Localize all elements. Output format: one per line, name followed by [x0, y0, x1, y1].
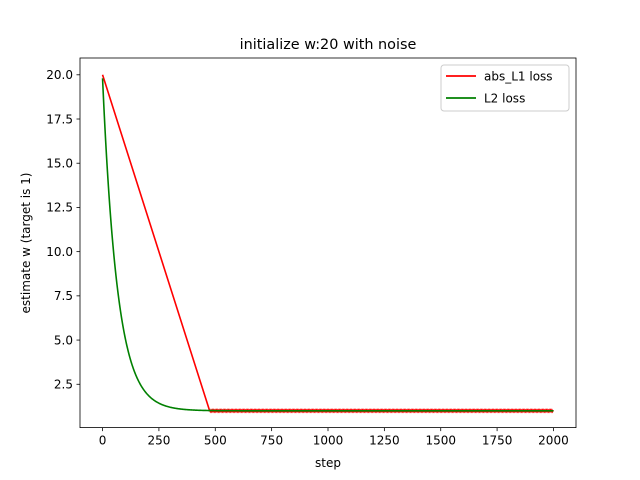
x-tick-label: 1750 [482, 434, 513, 448]
y-axis-label: estimate w (target is 1) [19, 173, 33, 314]
x-tick-label: 2000 [538, 434, 569, 448]
x-axis-ticks: 0 250 500 750 1000 1250 1500 1750 2000 [99, 427, 569, 448]
series-line-abs-l1-loss [101, 74, 554, 414]
x-tick-label: 500 [204, 434, 227, 448]
y-tick-label: 20.0 [46, 68, 73, 82]
plot-area [79, 57, 577, 429]
y-axis-ticks: 2.5 5.0 7.5 10.0 12.5 15.0 17.5 20.0 [46, 68, 80, 392]
legend: abs_L1 loss L2 loss [440, 64, 570, 112]
legend-label-l2: L2 loss [484, 92, 525, 106]
series-layer [101, 74, 554, 414]
x-tick-label: 750 [260, 434, 283, 448]
axes-frame [79, 57, 577, 429]
y-tick-label: 5.0 [54, 333, 73, 347]
y-tick-label: 7.5 [54, 289, 73, 303]
y-tick-label: 12.5 [46, 201, 73, 215]
legend-label-abs-l1: abs_L1 loss [484, 70, 553, 84]
x-tick-label: 1000 [313, 434, 344, 448]
y-tick-label: 17.5 [46, 112, 73, 126]
x-tick-label: 1250 [369, 434, 400, 448]
y-tick-label: 10.0 [46, 245, 73, 259]
x-tick-label: 250 [147, 434, 170, 448]
y-tick-label: 15.0 [46, 157, 73, 171]
chart-title: initialize w:20 with noise [240, 37, 417, 53]
series-line-l2-loss [101, 78, 554, 412]
x-axis-label: step [315, 456, 341, 470]
x-tick-label: 0 [99, 434, 107, 448]
x-tick-label: 1500 [425, 434, 456, 448]
y-tick-label: 2.5 [54, 378, 73, 392]
